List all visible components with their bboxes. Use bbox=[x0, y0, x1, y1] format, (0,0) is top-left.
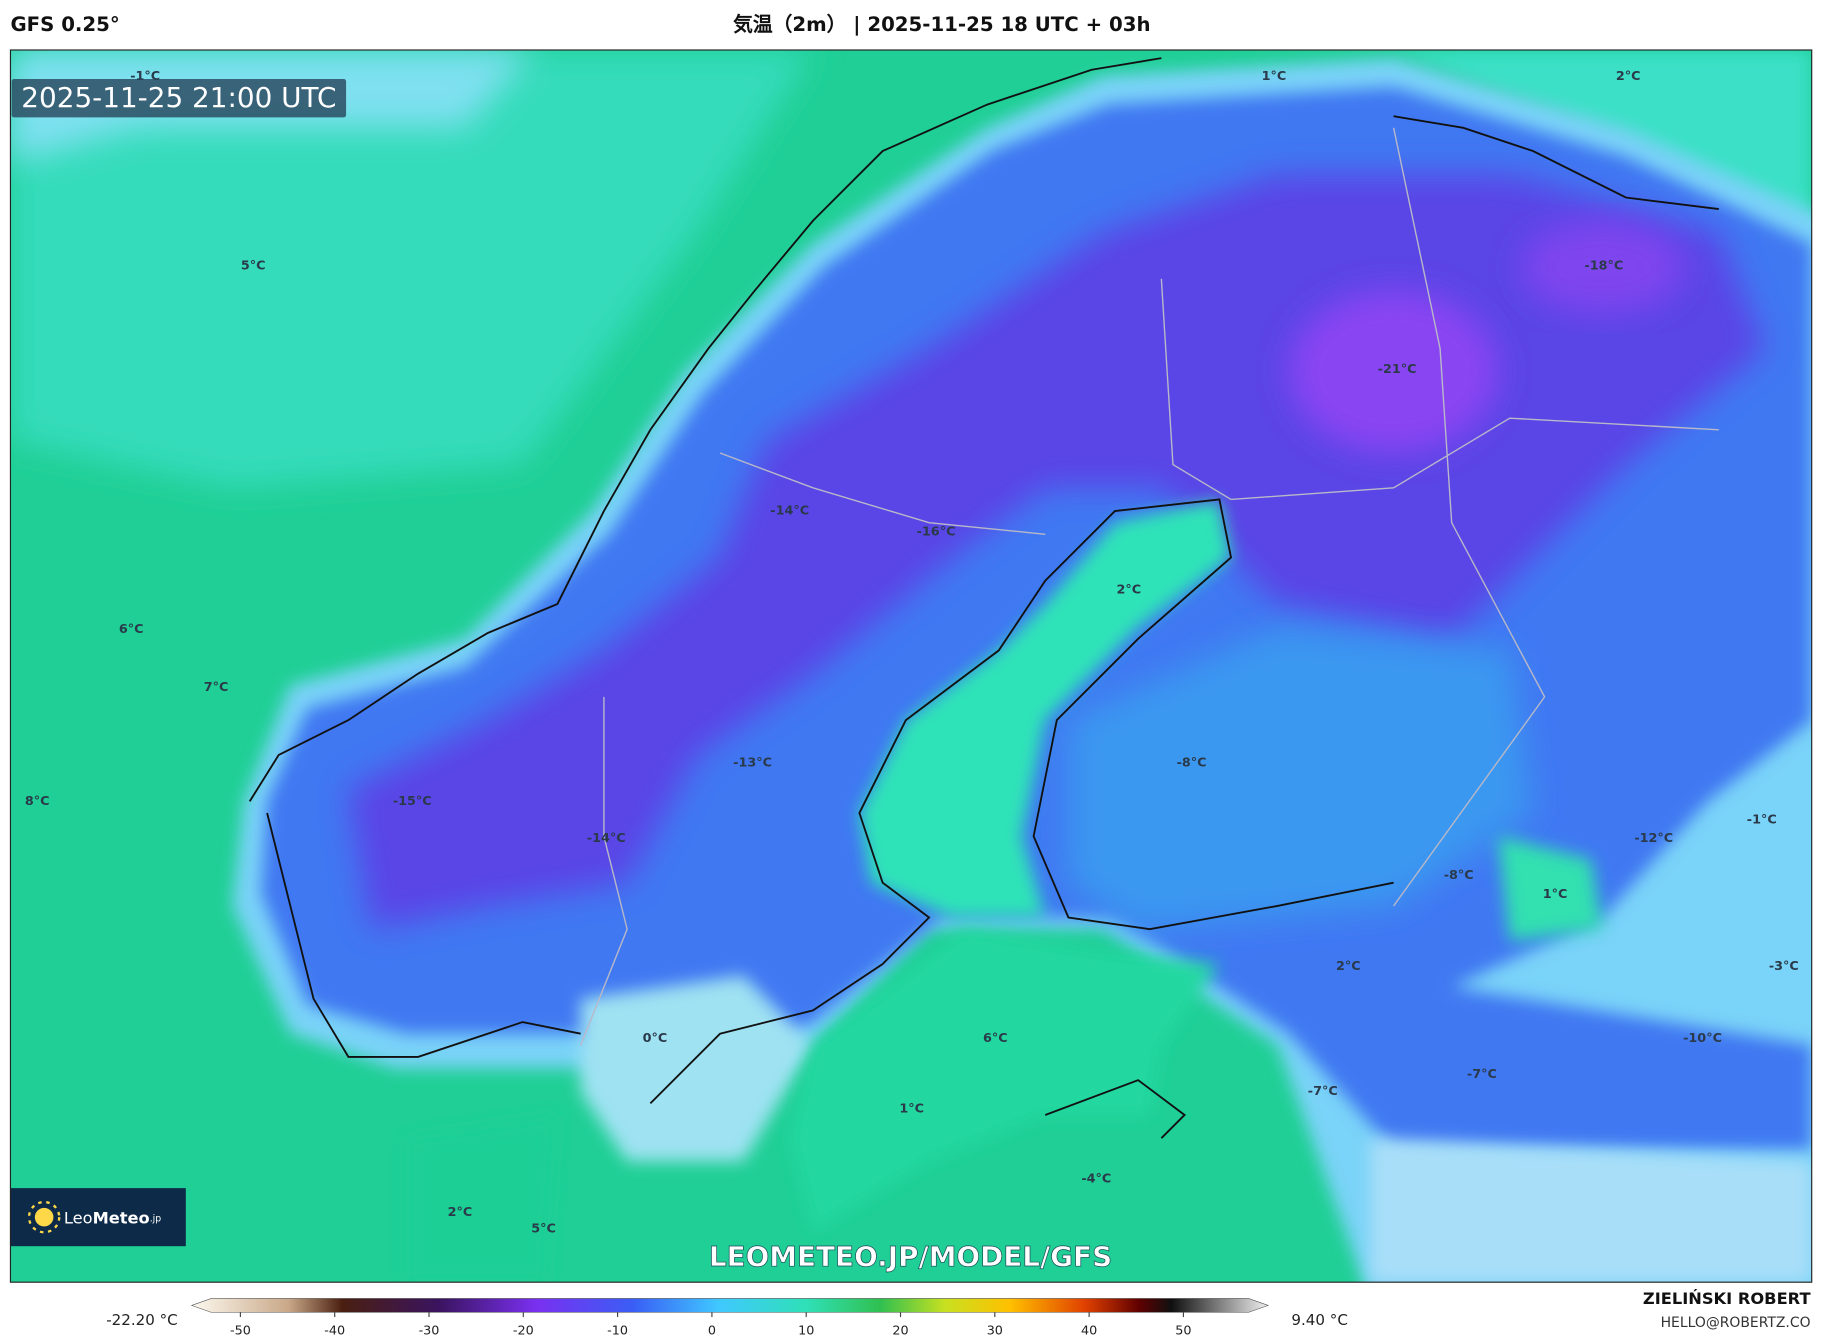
temperature-label: 2°C bbox=[1336, 959, 1361, 974]
temperature-label: -8°C bbox=[1444, 868, 1474, 883]
map-frame bbox=[9, 49, 1813, 1283]
temperature-label: 1°C bbox=[1262, 69, 1287, 84]
colorbar-tick-label: -20 bbox=[513, 1323, 534, 1338]
finland-milder bbox=[1068, 627, 1533, 930]
colorbar-tick-label: -10 bbox=[607, 1323, 628, 1338]
temperature-label: -21°C bbox=[1378, 362, 1417, 377]
temperature-label: -15°C bbox=[393, 794, 432, 809]
colorbar-tick-label: -50 bbox=[230, 1323, 251, 1338]
colorbar-tick-label: 10 bbox=[798, 1323, 814, 1338]
temperature-label: -10°C bbox=[1683, 1031, 1722, 1046]
temperature-label: 2°C bbox=[1616, 69, 1641, 84]
temperature-label: 6°C bbox=[119, 622, 144, 637]
logo-suffix: .jp bbox=[150, 1213, 162, 1224]
temperature-label: -12°C bbox=[1634, 831, 1673, 846]
ocean-warm bbox=[10, 49, 813, 488]
coldest-core bbox=[1289, 290, 1499, 453]
temperature-label: 6°C bbox=[983, 1031, 1008, 1046]
temperature-label: 1°C bbox=[1543, 887, 1568, 902]
temperature-labels: -1°C 1°C 2°C 5°C -18°C -21°C -14°C -16°C 2°C 6°C 7… bbox=[25, 69, 1799, 1236]
logo: LeoMeteo.jp bbox=[64, 1208, 161, 1227]
watermark: LEOMETEO.JP/MODEL/GFS bbox=[709, 1240, 1112, 1273]
author: ZIELIŃSKI ROBERT bbox=[1643, 1289, 1811, 1308]
temperature-label: 5°C bbox=[241, 259, 266, 274]
temperature-label: -14°C bbox=[770, 504, 809, 519]
email: HELLO@ROBERTZ.CO bbox=[1661, 1315, 1811, 1331]
timestamp: 2025-11-25 21:00 UTC bbox=[21, 81, 336, 114]
logo-light: Leo bbox=[64, 1208, 93, 1227]
cold-core bbox=[1521, 220, 1684, 314]
temperature-label: 8°C bbox=[25, 794, 50, 809]
temperature-label: -1°C bbox=[1747, 812, 1777, 827]
colorbar-min: -22.20 °C bbox=[106, 1311, 177, 1329]
gulf-of-bothnia bbox=[859, 499, 1232, 918]
model-name: GFS 0.25° bbox=[10, 13, 119, 36]
colorbar-max: 9.40 °C bbox=[1291, 1311, 1347, 1329]
temperature-label: -8°C bbox=[1177, 756, 1207, 771]
temperature-label: -14°C bbox=[587, 831, 626, 846]
colorbar-tick-label: 30 bbox=[987, 1323, 1003, 1338]
temperature-label: 2°C bbox=[448, 1205, 473, 1220]
arctic-warm bbox=[1393, 49, 1812, 233]
temperature-label: 2°C bbox=[1117, 583, 1142, 598]
baltic-sea bbox=[789, 929, 1220, 1232]
colorbar-tick-label: 20 bbox=[892, 1323, 908, 1338]
colorbar-tick-label: -40 bbox=[324, 1323, 345, 1338]
temperature-label: 0°C bbox=[643, 1031, 668, 1046]
colorbar-tick-label: -30 bbox=[419, 1323, 440, 1338]
temperature-label: -7°C bbox=[1467, 1067, 1497, 1082]
colorbar-tick-label: 0 bbox=[708, 1323, 716, 1338]
temperature-label: -13°C bbox=[733, 756, 772, 771]
temperature-label: -18°C bbox=[1584, 259, 1623, 274]
sweden-south bbox=[580, 975, 813, 1162]
temperature-label: 1°C bbox=[899, 1102, 924, 1117]
temperature-label: 7°C bbox=[204, 680, 229, 695]
logo-sun bbox=[34, 1207, 54, 1227]
timestamp-box bbox=[11, 79, 347, 118]
lake-region bbox=[1498, 836, 1603, 941]
temperature-label: 5°C bbox=[531, 1221, 556, 1236]
temperature-label: -3°C bbox=[1769, 959, 1799, 974]
logo-rays bbox=[27, 1200, 61, 1234]
colorbar-tick-label: 50 bbox=[1175, 1323, 1191, 1338]
denmark bbox=[406, 1114, 558, 1283]
colorbar bbox=[190, 1298, 1270, 1313]
map: -1°C 1°C 2°C 5°C -18°C -21°C -14°C -16°C 2°C 6°C 7… bbox=[10, 49, 1812, 1283]
borders bbox=[580, 127, 1719, 1046]
coastlines bbox=[248, 57, 1719, 1139]
colorbar-ticks: -50 -40 -30 -20 -10 0 10 20 30 40 50 bbox=[230, 1312, 1192, 1338]
temperature-label: -16°C bbox=[917, 524, 956, 539]
map-title: 気温（2m） | 2025-11-25 18 UTC + 03h bbox=[733, 13, 1150, 36]
colorbar-tick-label: 40 bbox=[1081, 1323, 1097, 1338]
temperature-label: -7°C bbox=[1308, 1084, 1338, 1099]
logo-bold: Meteo bbox=[93, 1208, 150, 1227]
pale-region bbox=[1370, 1138, 1812, 1283]
temperature-label: -4°C bbox=[1081, 1171, 1111, 1186]
